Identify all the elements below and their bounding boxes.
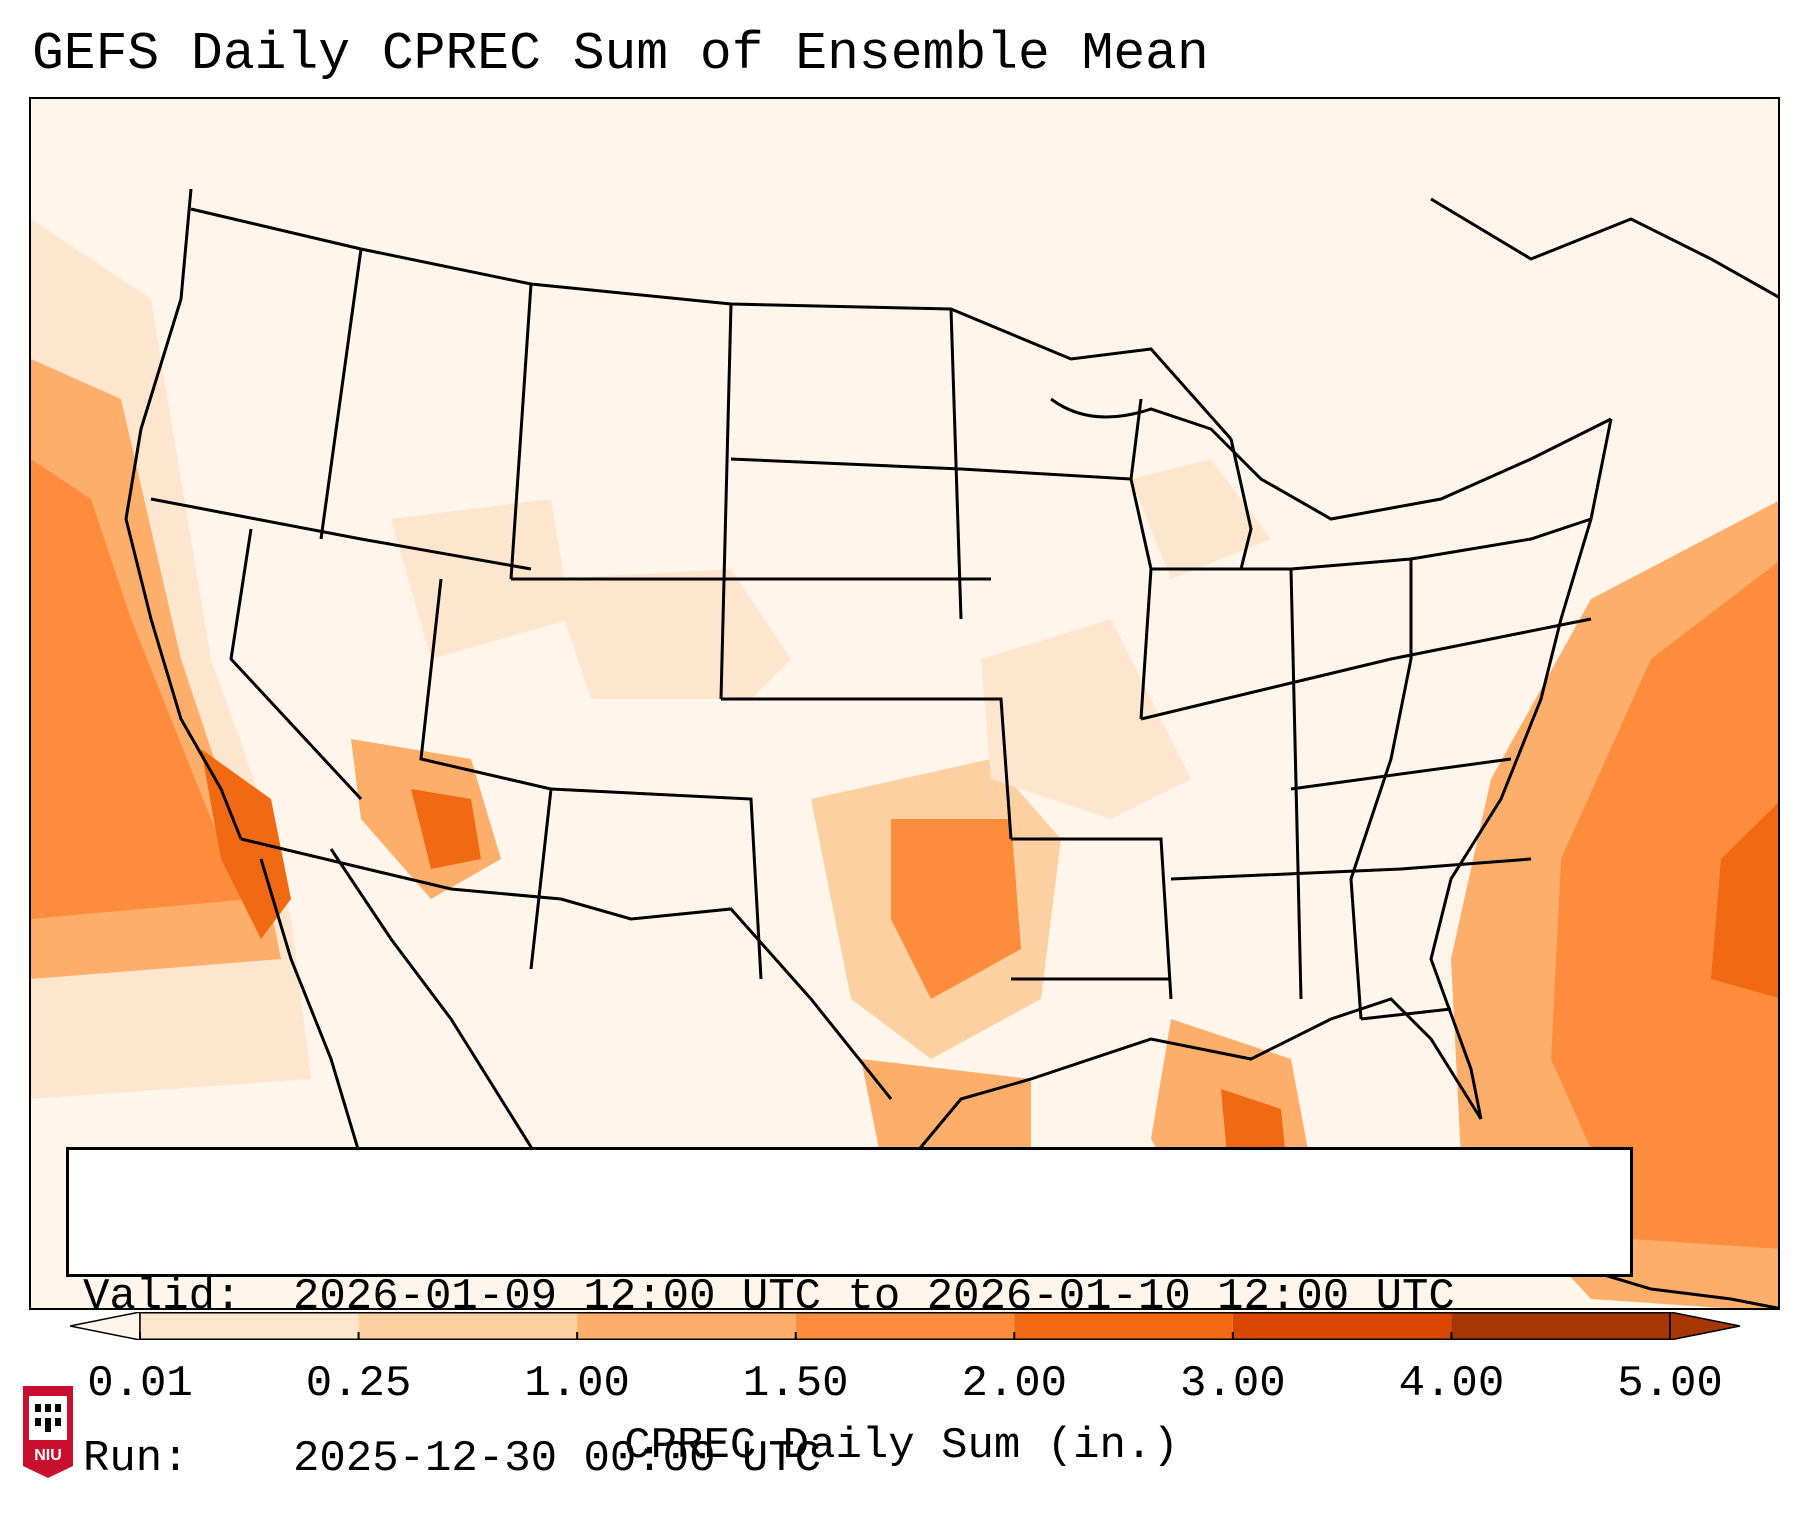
colorbar-tick-label: 0.25 [305,1359,412,1409]
state-line-4 [719,303,733,700]
mexico-west-coast [329,848,553,1180]
state-line-7 [419,578,553,970]
state-line-12 [960,467,1153,720]
run-value: 2025-12-30 00:00 UTC [293,1434,822,1484]
state-line-21 [1290,757,1512,791]
precip-shading [31,99,1778,1308]
colorbar-segment [795,1312,1015,1340]
us-mexico-border [240,837,893,1100]
colorbar-label: CPREC Daily Sum (in.) [624,1421,1179,1471]
colorbar-extend-high [1669,1312,1740,1340]
colorbar-tick-label: 0.01 [87,1359,193,1409]
niu-logo-icon: NIU [23,1386,73,1478]
state-line-2 [319,248,363,540]
us-east-coast [1429,418,1613,1120]
colorbar-tick-label: 1.00 [524,1359,630,1409]
valid-run-info-box: Valid: 2026-01-09 12:00 UTC to 2026-01-10… [66,1147,1633,1484]
colorbar-outline [139,1312,1671,1340]
state-line-5 [949,308,963,620]
logo-text: NIU [34,1447,62,1464]
state-line-14 [1140,617,1592,721]
run-key: Run: [83,1434,189,1484]
state-line-8 [550,787,763,980]
colorbar-segment [358,1312,578,1340]
state-line-24 [1229,438,1253,570]
state-line-3 [509,283,533,580]
colorbar-segment [1232,1312,1452,1340]
colorbar-segment [1014,1312,1233,1340]
colorbar [70,1312,1740,1340]
state-line-17 [1289,568,1303,1000]
state-line-1 [150,497,532,571]
colorbar-extend-low [70,1312,141,1340]
baja-california [259,858,363,1160]
precipitation-map [29,97,1780,1310]
run-row: Run: 2025-12-30 00:00 UTC [83,1432,1630,1486]
state-line-9 [721,697,1013,840]
colorbar-tick-label: 4.00 [1398,1359,1505,1409]
us-canada-border [190,207,1233,440]
canada-coast [1430,197,1778,299]
state-line-18 [1349,658,1413,1020]
state-line-19 [1410,517,1592,561]
colorbar-segment [140,1312,359,1340]
colorbar-tick-label: 1.50 [742,1359,849,1409]
state-line-6 [229,528,363,801]
map-canvas [31,99,1778,1308]
state-line-23 [1129,398,1143,480]
boundaries [124,188,1778,1308]
colorbar-segment [1451,1312,1670,1340]
colorbar-tick-label: 3.00 [1180,1359,1286,1409]
state-line-15 [1151,557,1413,659]
map-title: GEFS Daily CPREC Sum of Ensemble Mean [32,24,1209,84]
state-line-20 [1360,1007,1452,1021]
great-lakes [1050,397,1612,521]
gulf-coast [889,997,1483,1230]
colorbar-tick-label: 2.00 [961,1359,1068,1409]
state-line-11 [730,457,962,471]
colorbar-segment [577,1312,796,1340]
state-line-16 [1170,857,1532,881]
us-west-coast [124,188,243,840]
colorbar-tick-label: 5.00 [1617,1359,1723,1409]
state-line-13 [1011,837,1173,1000]
